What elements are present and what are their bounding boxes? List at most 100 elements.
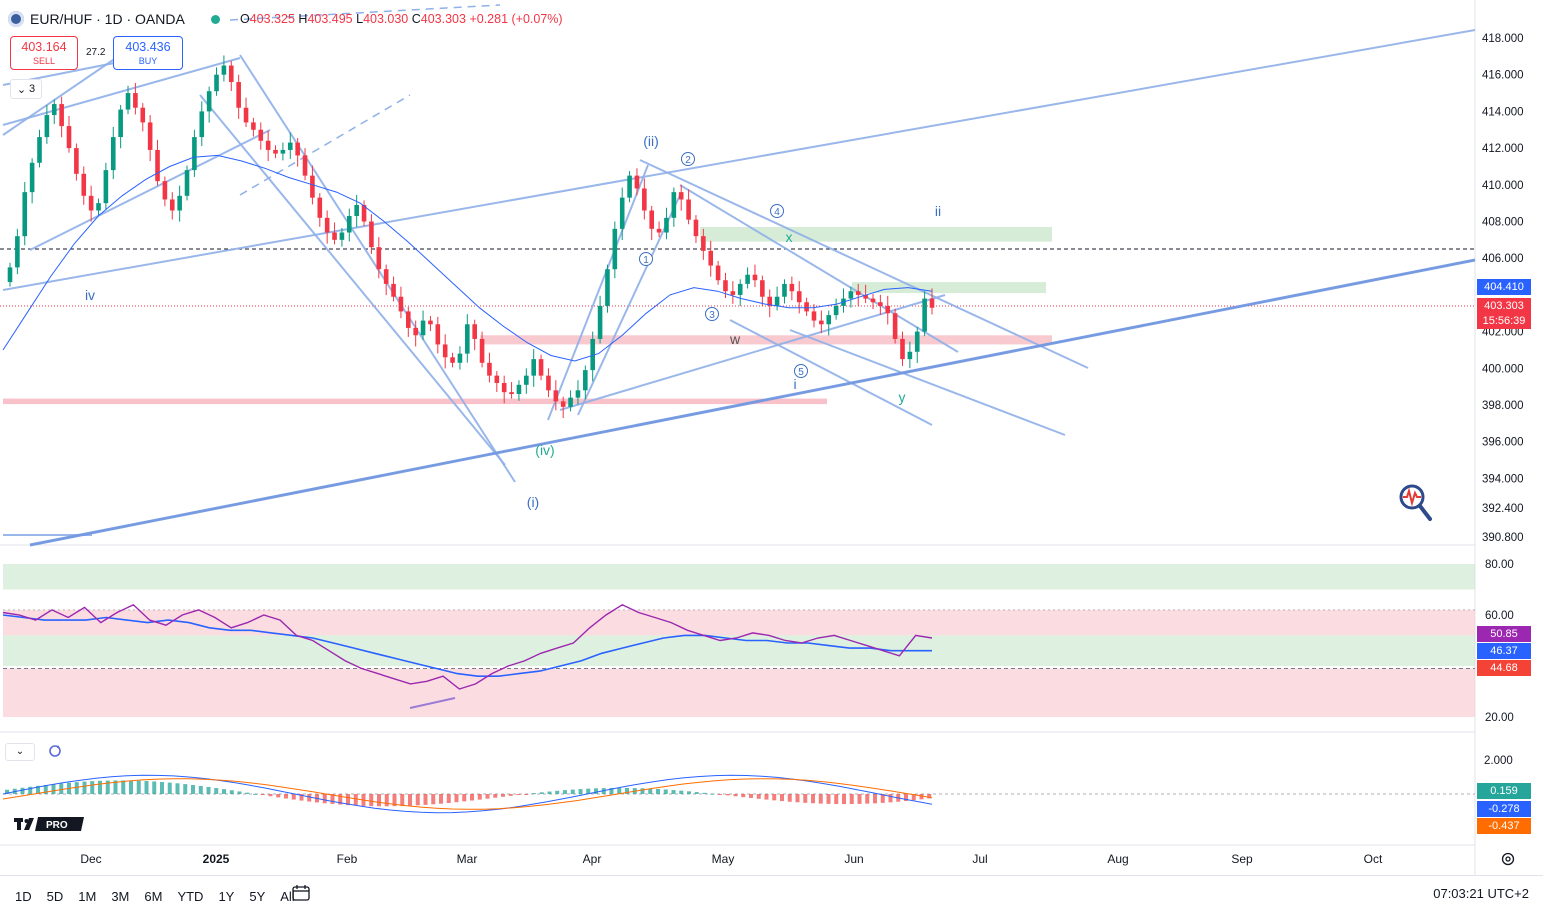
candle-body: [642, 188, 647, 211]
wave-label: x: [786, 229, 793, 245]
candle-body: [383, 269, 389, 284]
last-price-tag: 403.303: [1477, 298, 1531, 314]
macd-histogram-bar: [857, 794, 862, 804]
macd-histogram-bar: [74, 782, 79, 794]
candle-body: [612, 228, 618, 270]
symbol-title[interactable]: EUR/HUF · 1D · OANDA: [30, 11, 185, 27]
wave-label: 3: [709, 310, 715, 321]
macd-line: [2, 774, 933, 814]
macd-histogram-bar: [780, 794, 784, 802]
macd-histogram-bar: [578, 789, 583, 794]
macd-histogram-bar: [508, 794, 513, 796]
macd-histogram-bar: [400, 794, 405, 807]
wave-label: 1: [643, 255, 649, 266]
candle-body: [767, 296, 773, 306]
price-tick-label: 410.000: [1482, 180, 1524, 192]
macd-histogram-bar: [470, 794, 474, 801]
rsi-line: [2, 603, 933, 690]
timeframe-all[interactable]: All: [280, 888, 295, 904]
ohlc-high-label: H: [298, 12, 308, 26]
macd-histogram-bar: [772, 794, 777, 801]
timeframe-5y[interactable]: 5Y: [249, 888, 266, 904]
candle-body: [701, 236, 706, 251]
buy-button[interactable]: 403.436 BUY: [113, 36, 183, 70]
macd-histogram-bar: [532, 793, 536, 795]
time-tick-label: Oct: [1364, 852, 1383, 866]
candle-body: [228, 65, 234, 83]
wave-label: iv: [85, 287, 95, 303]
reload-icon[interactable]: [47, 743, 63, 759]
candle-body: [81, 173, 87, 196]
candle-body: [199, 111, 205, 138]
candle-body: [332, 232, 337, 240]
magnifier-icon[interactable]: [1397, 484, 1433, 524]
candle-body: [568, 397, 573, 407]
candle-body: [287, 142, 293, 150]
macd-signal-line: [2, 778, 933, 810]
timeframe-1y[interactable]: 1Y: [218, 888, 235, 904]
macd-histogram-bar: [764, 794, 769, 800]
candle-body: [376, 247, 382, 270]
spread-value: 27.2: [86, 47, 106, 58]
candle-body: [324, 217, 330, 233]
sell-price: 403.164: [21, 40, 67, 54]
macd-histogram-bar: [648, 788, 653, 794]
candle-body: [258, 129, 264, 141]
macd-histogram-bar: [756, 794, 761, 799]
price-tick-label: 418.000: [1482, 33, 1524, 45]
macd-histogram-bar: [253, 793, 257, 795]
sell-button[interactable]: 403.164 SELL: [10, 36, 78, 70]
macd-histogram-bar: [834, 794, 839, 805]
timeframe-3m[interactable]: 3M: [111, 888, 130, 904]
macd-histogram-bar: [129, 780, 133, 794]
candle-body: [103, 170, 109, 204]
candle-body: [162, 181, 168, 200]
macd-histogram-bar: [671, 790, 676, 794]
time-tick-label: Feb: [337, 852, 358, 866]
rsi-tick-label: 80.00: [1485, 559, 1514, 571]
macd-histogram-bar: [718, 794, 722, 795]
candle-body: [760, 280, 765, 297]
timeframe-1d[interactable]: 1D: [15, 888, 32, 904]
macd-histogram-bar: [446, 794, 451, 803]
timeframe-5d[interactable]: 5D: [46, 888, 64, 904]
candle-body: [627, 175, 632, 198]
macd-collapse-button[interactable]: ⌄: [5, 743, 35, 761]
timeframe-1m[interactable]: 1M: [78, 888, 97, 904]
time-tick-label: 2025: [203, 852, 230, 866]
candle-body: [878, 302, 883, 306]
wave-circle: [794, 364, 808, 378]
macd-histogram-bar: [811, 794, 815, 804]
macd-hist-tag: 0.159: [1477, 783, 1531, 799]
candle-body: [221, 65, 227, 75]
indicators-toggle-button[interactable]: ⌄ 3: [10, 79, 42, 99]
macd-histogram-bar: [198, 785, 203, 794]
candle-body: [214, 74, 219, 92]
macd-histogram-bar: [888, 794, 893, 803]
candle-body: [96, 203, 101, 211]
price-tick-label: 402.000: [1482, 327, 1524, 339]
macd-histogram-bar: [919, 794, 924, 800]
major-trendline: [29, 258, 1476, 547]
macd-histogram-bar: [384, 794, 389, 807]
timeframe-ytd[interactable]: YTD: [177, 888, 204, 904]
candle-body: [774, 296, 780, 306]
timeframe-6m[interactable]: 6M: [144, 888, 163, 904]
rsi-tick-label: 20.00: [1485, 712, 1514, 724]
macd-histogram-bar: [369, 794, 374, 807]
candle-body: [346, 215, 352, 233]
price-chart[interactable]: 418.000416.000414.000412.000410.000408.0…: [0, 0, 1543, 875]
calendar-icon[interactable]: [292, 885, 310, 901]
candle-body: [354, 204, 359, 216]
level-price-tag: 404.410: [1477, 279, 1531, 295]
gear-icon[interactable]: [1501, 852, 1515, 866]
candle-body: [110, 137, 116, 171]
trendline: [639, 159, 1089, 369]
macd-histogram-bar: [229, 790, 234, 794]
macd-histogram-bar: [625, 787, 629, 794]
dashed-trendline: [239, 94, 411, 196]
macd-histogram-bar: [663, 789, 668, 794]
wave-label: i: [793, 376, 796, 392]
candle-body: [782, 283, 787, 297]
macd-histogram-bar: [555, 790, 560, 794]
